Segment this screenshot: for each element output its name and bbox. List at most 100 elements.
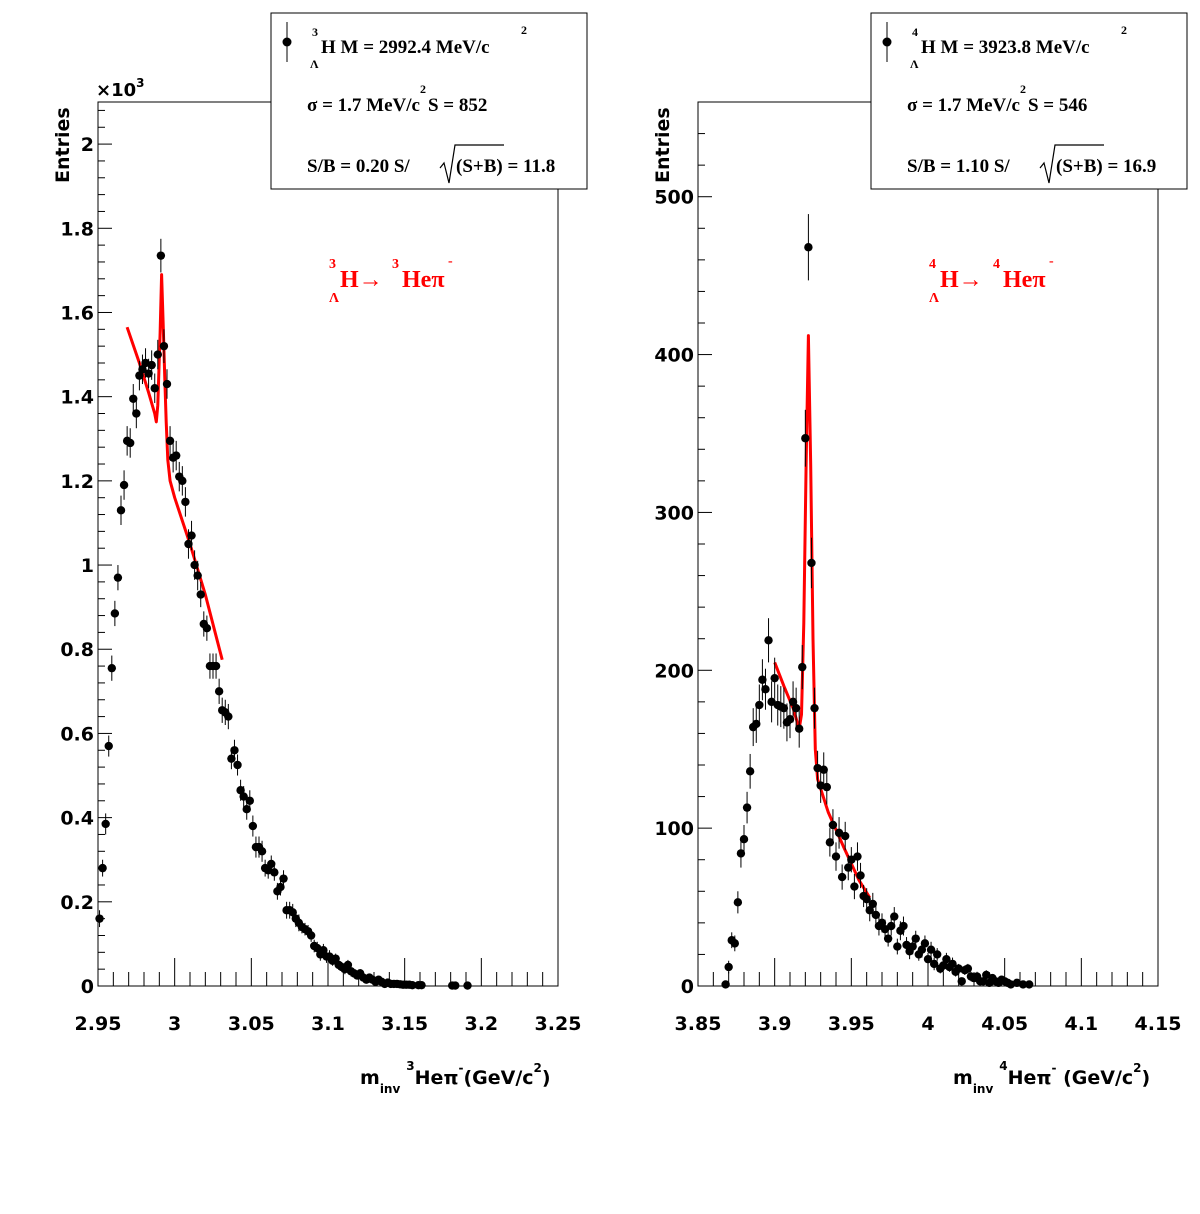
x-axis-title: minv3Heπ-(GeV/c2) [360, 1059, 551, 1096]
data-point [801, 409, 810, 467]
data-marker [844, 863, 853, 872]
data-marker [739, 834, 749, 844]
data-marker [764, 636, 773, 645]
data-marker [408, 980, 417, 990]
data-point [831, 842, 841, 871]
x-tick-label: 3.2 [464, 1013, 498, 1035]
data-marker [242, 805, 251, 814]
decay-annotation: 4 Λ H→ 4 Heπ - [929, 254, 1054, 306]
data-point [187, 520, 196, 551]
data-marker [730, 939, 739, 948]
data-point [724, 960, 733, 974]
legend-line1: H M = 2992.4 MeV/c [321, 37, 490, 58]
data-marker [116, 506, 126, 515]
data-marker [451, 981, 460, 990]
data-marker [850, 882, 859, 891]
data-point [211, 653, 221, 679]
data-point [911, 930, 920, 947]
data-marker [819, 765, 828, 774]
data-marker [214, 687, 224, 696]
fit-curve [773, 334, 871, 899]
svg-text:4: 4 [929, 257, 936, 272]
svg-text:3: 3 [392, 257, 399, 272]
data-marker [779, 703, 789, 713]
data-point [119, 470, 129, 500]
data-marker [165, 436, 175, 446]
x-tick-label: 3.95 [828, 1013, 875, 1035]
data-marker [831, 852, 841, 861]
data-point [764, 618, 773, 663]
data-marker [119, 480, 129, 490]
data-point [920, 935, 930, 952]
y-tick-label: 500 [654, 187, 694, 209]
y-tick-label: 2 [81, 134, 94, 156]
tick-labels-layer: 2.95 3 3.05 3.1 3.15 3.2 3.25 0 0.2 0.4 0.6 0.8 1 1.2… [60, 134, 581, 1035]
data-points-layer [721, 214, 1034, 989]
data-point [306, 929, 316, 942]
data-point [887, 916, 896, 936]
legend-line1-sup2: 2 [521, 23, 527, 37]
data-point [239, 786, 248, 808]
data-point [156, 238, 166, 273]
data-marker [104, 741, 113, 751]
data-point [736, 839, 746, 868]
data-point [196, 581, 205, 608]
data-marker [147, 360, 156, 370]
data-marker [837, 872, 847, 882]
y-tick-label: 1.8 [60, 218, 94, 240]
data-point [948, 957, 957, 971]
x-axis-title: minv4Heπ- (GeV/c2) [953, 1059, 1150, 1096]
data-point [890, 907, 899, 927]
data-marker [270, 868, 279, 877]
data-point [825, 828, 835, 857]
data-point [819, 752, 828, 788]
data-point [178, 466, 187, 496]
data-marker [745, 767, 755, 776]
data-point [942, 952, 951, 966]
data-marker [893, 942, 902, 951]
data-marker [245, 796, 254, 805]
x-tick-label: 4.1 [1064, 1013, 1098, 1035]
data-point [841, 821, 850, 851]
data-point [343, 959, 353, 971]
data-marker [761, 685, 770, 694]
data-marker [172, 451, 181, 460]
data-point [331, 953, 340, 964]
data-marker [211, 661, 221, 671]
data-point [101, 813, 110, 835]
data-point [761, 668, 770, 710]
data-marker [279, 874, 288, 883]
x-tick-label: 3.1 [311, 1013, 345, 1035]
data-marker [1018, 980, 1028, 989]
svg-text:4: 4 [993, 257, 1000, 272]
data-point [270, 863, 279, 881]
data-point [828, 809, 838, 841]
data-point [1025, 980, 1034, 989]
data-point [721, 980, 730, 989]
data-marker [926, 945, 936, 954]
data-marker [110, 609, 120, 618]
data-marker [963, 964, 973, 973]
data-point [135, 360, 144, 391]
data-marker [883, 934, 893, 943]
data-point [957, 977, 966, 986]
data-point [224, 703, 233, 730]
x-tick-label: 3 [168, 1013, 181, 1035]
data-point [248, 815, 258, 837]
right-plot-panel: 3.85 3.9 3.95 4 4.05 4.1 4.150100200300400500 … [652, 12, 1188, 1096]
svg-text:Λ: Λ [929, 291, 939, 306]
data-point [245, 790, 254, 812]
data-point [417, 980, 426, 990]
legend-box: 3 Λ H M = 2992.4 MeV/c 2 σ = 1.7 MeV/c2S… [270, 12, 588, 190]
data-marker [190, 560, 199, 570]
decay-annotation: 3 Λ H→ 3 Heπ - [329, 254, 453, 306]
data-point [755, 684, 764, 726]
data-marker [159, 341, 169, 351]
y-tick-label: 200 [654, 660, 694, 682]
data-point [104, 735, 113, 757]
data-point [871, 905, 881, 925]
data-marker [463, 981, 472, 990]
data-marker [107, 663, 117, 673]
y-tick-label: 100 [654, 818, 694, 840]
data-marker [948, 959, 957, 969]
